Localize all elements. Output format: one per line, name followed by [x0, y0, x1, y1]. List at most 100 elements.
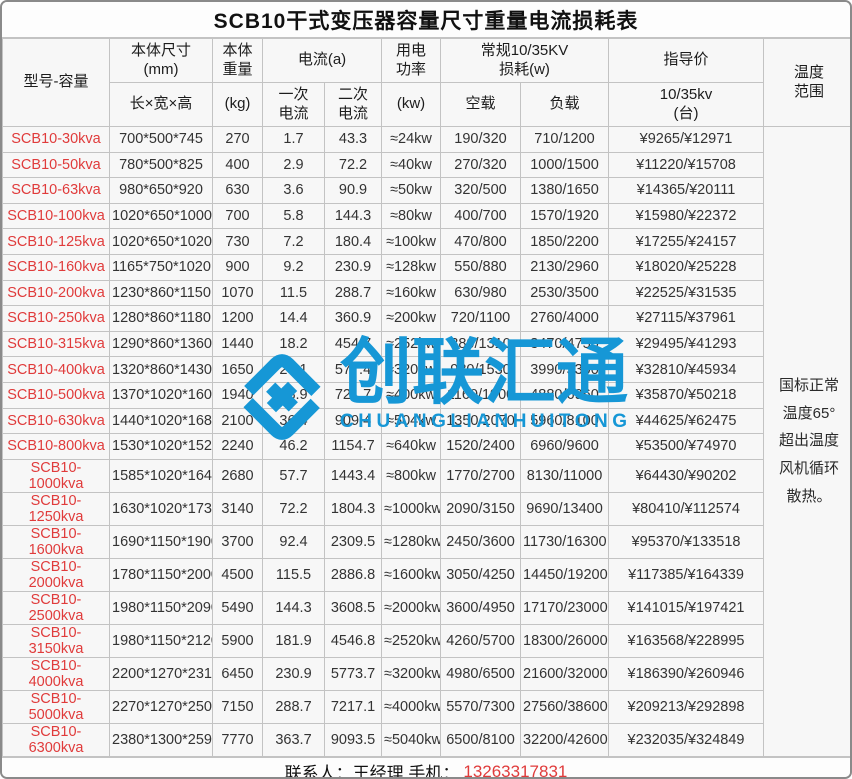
price-cell: ¥27115/¥37961: [608, 305, 765, 332]
price-cell: ¥29495/¥41293: [608, 330, 765, 358]
primary-current-cell: 363.7: [262, 722, 325, 757]
noload-loss-cell: 190/320: [440, 126, 521, 153]
dimensions-cell: 1690*1150*1900: [109, 524, 213, 559]
noload-loss-cell: 5570/7300: [440, 689, 521, 724]
model-cell: SCB10-250kva: [2, 305, 110, 332]
col-subheader-kw: (kw): [381, 82, 441, 127]
col-subheader-primary-current: 一次 电流: [262, 82, 325, 127]
secondary-current-cell: 144.3: [324, 202, 382, 230]
price-cell: ¥163568/¥228995: [608, 623, 765, 658]
noload-loss-cell: 320/500: [440, 177, 521, 204]
weight-cell: 7770: [212, 722, 263, 757]
weight-cell: 630: [212, 177, 263, 204]
dimensions-cell: 780*500*825: [109, 151, 213, 179]
table-row: SCB10-400kva 1320*860*1430 1650 23.1 577…: [2, 356, 851, 383]
load-loss-cell: 21600/32000: [519, 656, 610, 691]
secondary-current-cell: 3608.5: [324, 590, 382, 625]
noload-loss-cell: 270/320: [440, 151, 521, 179]
table-row: SCB10-5000kva 2270*1270*2500 7150 288.7 …: [2, 689, 851, 724]
primary-current-cell: 2.9: [262, 151, 325, 179]
load-loss-cell: 2530/3500: [519, 279, 610, 307]
load-loss-cell: 1380/1650: [519, 177, 610, 204]
power-cell: ≈24kw: [381, 126, 441, 153]
power-cell: ≈2000kw: [381, 590, 441, 625]
col-header-dimensions: 本体尺寸 (mm): [109, 38, 213, 83]
table-row: SCB10-500kva 1370*1020*1600 1940 28.9 72…: [2, 381, 851, 409]
secondary-current-cell: 7217.1: [324, 689, 382, 724]
weight-cell: 3700: [212, 524, 263, 559]
power-cell: ≈800kw: [381, 458, 441, 493]
weight-cell: 1940: [212, 381, 263, 409]
secondary-current-cell: 1154.7: [324, 433, 382, 460]
col-header-price: 指导价: [608, 38, 765, 83]
col-subheader-secondary-current: 二次 电流: [324, 82, 382, 127]
weight-cell: 1200: [212, 305, 263, 332]
load-loss-cell: 27560/38600: [519, 689, 610, 724]
power-cell: ≈5040kw: [381, 722, 441, 757]
table-row: SCB10-800kva 1530*1020*1520 2240 46.2 11…: [2, 433, 851, 460]
dimensions-cell: 1290*860*1360: [109, 330, 213, 358]
secondary-current-cell: 2309.5: [324, 524, 382, 559]
noload-loss-cell: 6500/8100: [440, 722, 521, 757]
model-cell: SCB10-400kva: [2, 356, 110, 383]
primary-current-cell: 288.7: [262, 689, 325, 724]
load-loss-cell: 8130/11000: [519, 458, 610, 493]
price-cell: ¥80410/¥112574: [608, 491, 765, 526]
table-row: SCB10-1250kva 1630*1020*1730 3140 72.2 1…: [2, 491, 851, 526]
price-cell: ¥53500/¥74970: [608, 433, 765, 460]
power-cell: ≈1600kw: [381, 557, 441, 592]
primary-current-cell: 181.9: [262, 623, 325, 658]
weight-cell: 3140: [212, 491, 263, 526]
weight-cell: 6450: [212, 656, 263, 691]
dimensions-cell: 1780*1150*2000: [109, 557, 213, 592]
col-header-weight: 本体 重量: [212, 38, 263, 83]
noload-loss-cell: 400/700: [440, 202, 521, 230]
price-cell: ¥9265/¥12971: [608, 126, 765, 153]
load-loss-cell: 6960/9600: [519, 433, 610, 460]
load-loss-cell: 710/1200: [519, 126, 610, 153]
table-row: SCB10-63kva 980*650*920 630 3.6 90.9 ≈50…: [2, 177, 851, 204]
col-subheader-price-unit: 10/35kv (台): [608, 82, 765, 127]
price-cell: ¥95370/¥133518: [608, 524, 765, 559]
load-loss-cell: 4880/6960: [519, 381, 610, 409]
secondary-current-cell: 577.4: [324, 356, 382, 383]
primary-current-cell: 57.7: [262, 458, 325, 493]
noload-loss-cell: 2450/3600: [440, 524, 521, 559]
primary-current-cell: 7.2: [262, 228, 325, 255]
noload-loss-cell: 720/1100: [440, 305, 521, 332]
table-row: SCB10-2500kva 1980*1150*2090 5490 144.3 …: [2, 590, 851, 625]
primary-current-cell: 92.4: [262, 524, 325, 559]
table-row: SCB10-200kva 1230*860*1150 1070 11.5 288…: [2, 279, 851, 307]
secondary-current-cell: 360.9: [324, 305, 382, 332]
price-cell: ¥117385/¥164339: [608, 557, 765, 592]
price-cell: ¥141015/¥197421: [608, 590, 765, 625]
power-cell: ≈400kw: [381, 381, 441, 409]
weight-cell: 4500: [212, 557, 263, 592]
model-cell: SCB10-315kva: [2, 330, 110, 358]
dimensions-cell: 1980*1150*2120: [109, 623, 213, 658]
table-row: SCB10-30kva 700*500*745 270 1.7 43.3 ≈24…: [2, 126, 850, 757]
dimensions-cell: 1530*1020*1520: [109, 433, 213, 460]
primary-current-cell: 5.8: [262, 202, 325, 230]
noload-loss-cell: 470/800: [440, 228, 521, 255]
weight-cell: 7150: [212, 689, 263, 724]
noload-loss-cell: 4260/5700: [440, 623, 521, 658]
power-cell: ≈640kw: [381, 433, 441, 460]
price-cell: ¥32810/¥45934: [608, 356, 765, 383]
noload-loss-cell: 1350/2070: [440, 407, 521, 435]
price-cell: ¥64430/¥90202: [608, 458, 765, 493]
dimensions-cell: 1585*1020*1640: [109, 458, 213, 493]
page-title: SCB10干式变压器容量尺寸重量电流损耗表: [213, 9, 639, 33]
dimensions-cell: 1320*860*1430: [109, 356, 213, 383]
load-loss-cell: 3470/4750: [519, 330, 610, 358]
secondary-current-cell: 72.2: [324, 151, 382, 179]
noload-loss-cell: 2090/3150: [440, 491, 521, 526]
secondary-current-cell: 288.7: [324, 279, 382, 307]
price-cell: ¥22525/¥31535: [608, 279, 765, 307]
power-cell: ≈1280kw: [381, 524, 441, 559]
secondary-current-cell: 4546.8: [324, 623, 382, 658]
load-loss-cell: 3990/5300: [519, 356, 610, 383]
price-cell: ¥15980/¥22372: [608, 202, 765, 230]
primary-current-cell: 36.4: [262, 407, 325, 435]
weight-cell: 2240: [212, 433, 263, 460]
